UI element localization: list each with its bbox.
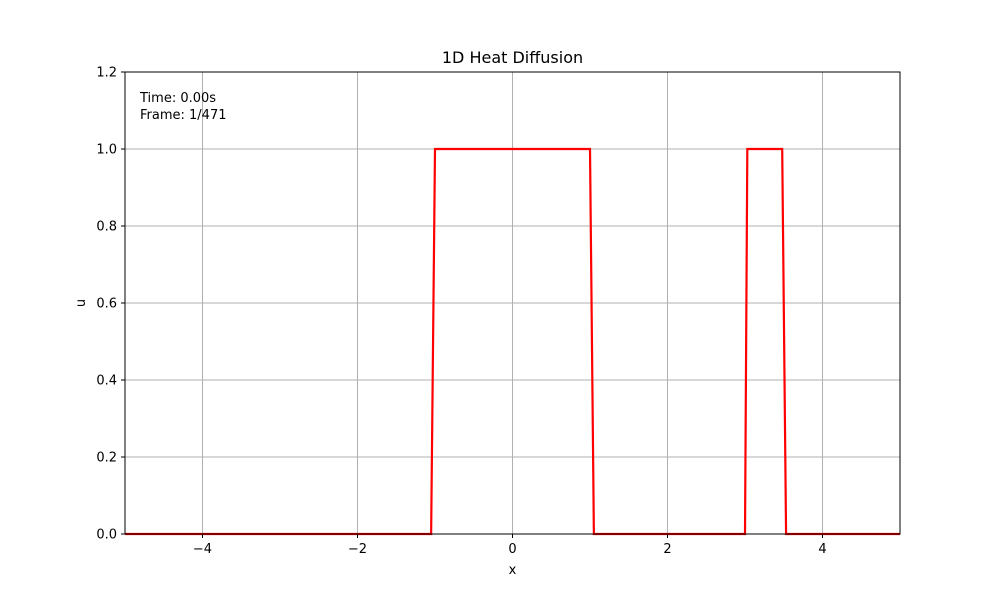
x-tick-label: −2 — [348, 542, 367, 557]
x-tick-label: 4 — [818, 542, 826, 557]
y-tick-label: 0.8 — [96, 220, 117, 235]
frame-annotation: Frame: 1/471 — [140, 108, 226, 123]
ticks: −4 −2 0 2 4 0.0 0.2 0.4 0.6 0.8 1.0 1.2 — [96, 66, 826, 558]
y-tick-label: 0.0 — [96, 528, 117, 543]
y-axis-label: u — [74, 299, 89, 307]
x-tick-label: 2 — [663, 542, 671, 557]
y-tick-label: 0.2 — [96, 451, 117, 466]
x-tick-label: 0 — [508, 542, 516, 557]
x-tick-label: −4 — [193, 542, 212, 557]
y-tick-label: 0.4 — [96, 374, 117, 389]
y-tick-label: 1.0 — [96, 143, 117, 158]
chart-title: 1D Heat Diffusion — [442, 48, 583, 67]
y-tick-label: 1.2 — [96, 66, 117, 81]
time-annotation: Time: 0.00s — [139, 91, 216, 106]
x-axis-label: x — [509, 563, 517, 578]
y-tick-label: 0.6 — [96, 297, 117, 312]
